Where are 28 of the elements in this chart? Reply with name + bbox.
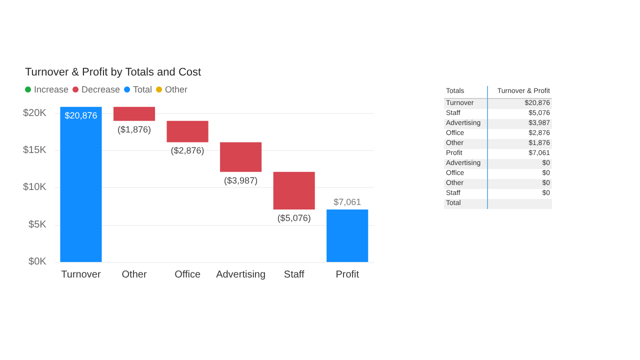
bar (166, 120, 208, 142)
data-label: ($1,876) (118, 124, 152, 134)
y-tick-label: $10K (22, 182, 47, 194)
legend-label: Increase (34, 84, 69, 94)
y-tick-label: $5K (28, 219, 47, 230)
bar (273, 172, 315, 210)
data-label: ($2,876) (170, 146, 204, 156)
data-label: $20,876 (64, 110, 98, 120)
x-tick-label: Other (122, 270, 148, 280)
chart-title: Turnover & Profit by Totals and Cost (25, 66, 202, 78)
bar (326, 210, 368, 262)
x-tick-label: Turnover (61, 270, 102, 280)
y-tick-label: $20K (22, 108, 47, 119)
x-tick-label: Profit (336, 270, 360, 280)
data-label: ($3,987) (224, 175, 258, 186)
x-tick-label: Staff (284, 270, 304, 280)
data-label: $7,061 (334, 197, 362, 208)
bar (113, 106, 156, 121)
legend-label: Decrease (82, 84, 120, 94)
legend-label: Other (165, 84, 188, 94)
y-tick-label: $15K (22, 145, 47, 156)
bar (220, 142, 262, 172)
data-label: ($5,076) (277, 213, 311, 224)
x-tick-label: Advertising (216, 270, 266, 280)
bar (60, 106, 102, 262)
y-tick-label: $0K (28, 256, 47, 268)
x-tick-label: Office (174, 270, 201, 280)
legend-label: Total (133, 84, 152, 94)
